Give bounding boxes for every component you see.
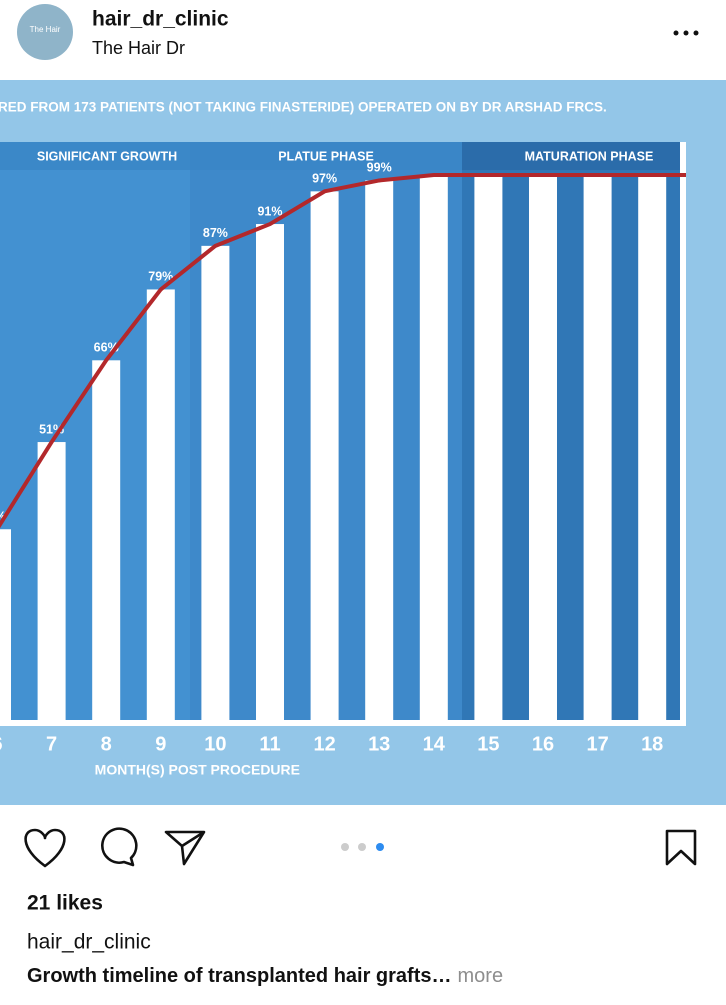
phase-label: PLATUE PHASE xyxy=(278,149,374,163)
bar xyxy=(419,175,448,720)
caption: Growth timeline of transplanted hair gra… xyxy=(27,965,503,987)
x-tick-label: 8 xyxy=(101,733,112,755)
axis-border xyxy=(0,720,686,726)
bar xyxy=(37,442,66,720)
username[interactable]: hair_dr_clinic xyxy=(92,8,229,31)
bar xyxy=(92,360,121,720)
trend-line xyxy=(0,173,686,529)
x-tick-label: 11 xyxy=(259,733,280,755)
avatar[interactable] xyxy=(17,4,73,60)
value-label: 99% xyxy=(367,161,392,175)
bar xyxy=(146,289,175,720)
x-tick-label: 16 xyxy=(532,733,554,755)
x-tick-label: 12 xyxy=(313,733,335,755)
x-tick-label: 10 xyxy=(204,733,226,755)
comment-button[interactable] xyxy=(101,827,138,867)
axis-border xyxy=(680,142,686,726)
value-label: 91% xyxy=(257,204,282,218)
value-label: 97% xyxy=(312,172,337,186)
post-image: RED FROM 173 PATIENTS (NOT TAKING FINAST… xyxy=(0,80,726,805)
save-button[interactable] xyxy=(665,829,697,866)
bar xyxy=(638,175,667,720)
bar xyxy=(474,175,503,720)
subtitle: The Hair Dr xyxy=(92,38,185,58)
caption-text: Growth timeline of transplanted hair gra… xyxy=(27,965,452,987)
chart-title: RED FROM 173 PATIENTS (NOT TAKING FINAST… xyxy=(0,100,607,115)
x-tick-label: 7 xyxy=(46,733,57,755)
more-link[interactable]: more xyxy=(458,965,504,987)
value-label: 87% xyxy=(203,226,228,240)
x-tick-label: 17 xyxy=(586,733,608,755)
bar xyxy=(201,245,230,720)
like-button[interactable] xyxy=(24,828,66,868)
x-tick-label: 13 xyxy=(368,733,390,755)
x-tick-label: 9 xyxy=(155,733,166,755)
bar xyxy=(365,180,394,720)
x-tick-label: 18 xyxy=(641,733,663,755)
x-tick-label: 15 xyxy=(477,733,499,755)
likes[interactable]: 21 likes xyxy=(27,892,103,915)
phase-label: SIGNIFICANT GROWTH xyxy=(37,149,177,163)
caption-user[interactable]: hair_dr_clinic xyxy=(27,931,151,954)
more-options[interactable] xyxy=(673,30,699,36)
x-axis-label: MONTH(S) POST PROCEDURE xyxy=(95,762,300,778)
x-tick-label: 14 xyxy=(423,733,446,755)
bar xyxy=(583,175,612,720)
bar xyxy=(256,224,284,721)
action-bar xyxy=(24,827,697,868)
phase-header xyxy=(462,142,680,170)
phase-label: MATURATION PHASE xyxy=(525,149,654,163)
bar xyxy=(310,191,339,721)
share-button[interactable] xyxy=(164,830,206,866)
x-tick-label: 6 xyxy=(0,733,3,755)
value-label: 79% xyxy=(148,270,173,284)
bar xyxy=(529,175,557,720)
phase-header xyxy=(0,142,190,170)
avatar-text: The Hair xyxy=(30,25,61,34)
bar xyxy=(0,529,11,720)
carousel-dots xyxy=(341,843,384,851)
phase-header xyxy=(190,142,462,170)
